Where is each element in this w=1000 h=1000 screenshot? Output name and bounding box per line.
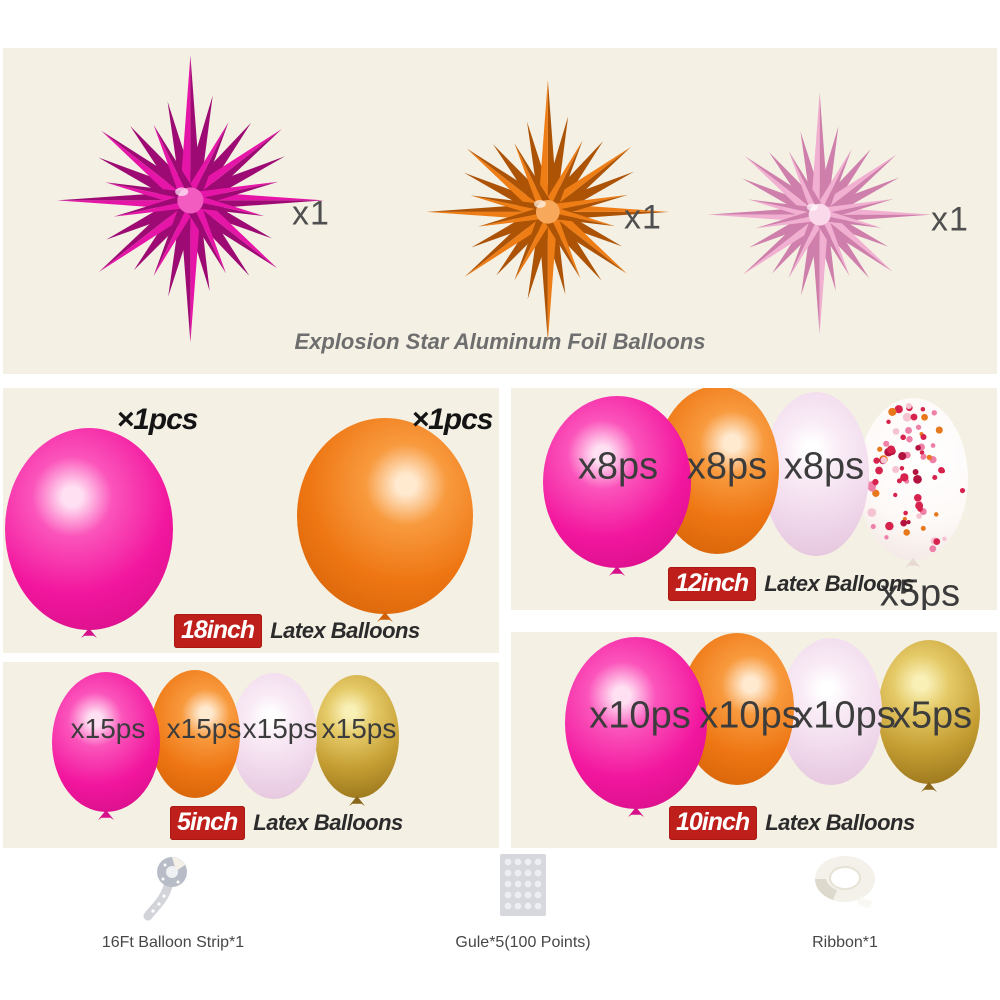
star-qty-label: x1 xyxy=(624,198,662,237)
balloon-qty-label: ×1pcs xyxy=(116,403,199,436)
balloon-qty-label: x8ps xyxy=(577,445,659,488)
size-badge-row: 12inch Latex Balloons xyxy=(668,567,914,601)
balloon-qty-label: x8ps xyxy=(686,445,768,488)
star-qty-label: x1 xyxy=(931,200,969,239)
foil-balloons-panel: Explosion Star Aluminum Foil Balloons x1… xyxy=(3,48,997,374)
balloon-qty-label: x15ps xyxy=(166,713,242,744)
balloon-qty-label: x15ps xyxy=(242,713,318,744)
confetti-balloon xyxy=(858,398,968,568)
size-badge-18inch: 18inch xyxy=(174,614,263,648)
magenta-star-foil-balloon xyxy=(56,55,324,343)
balloon-qty-label: ×1pcs xyxy=(411,403,494,436)
balloon-qty-label: x15ps xyxy=(70,713,146,744)
gold-balloon xyxy=(315,675,399,806)
balloon-qty-label: x10ps xyxy=(699,694,801,737)
pink-star-foil-balloon xyxy=(707,92,933,335)
accessory-ribbon: Ribbon*1 xyxy=(760,852,930,952)
foil-caption: Explosion Star Aluminum Foil Balloons xyxy=(294,329,706,354)
balloon-strip-icon xyxy=(88,852,258,924)
light-pink-balloon xyxy=(780,638,882,785)
size-badge-row: 18inch Latex Balloons xyxy=(174,614,420,648)
size-badge-10inch: 10inch xyxy=(669,806,758,840)
hot-pink-balloon xyxy=(5,428,173,638)
light-pink-balloon xyxy=(231,673,317,799)
ribbon-roll-icon xyxy=(760,852,930,924)
orange-balloon xyxy=(297,418,473,622)
balloon-knot xyxy=(349,796,365,806)
latex-12inch-panel: 12inch Latex Balloons x8ps x8ps x8ps x5ps xyxy=(511,388,997,610)
balloon-qty-label: x10ps xyxy=(794,694,896,737)
accessory-label: 16Ft Balloon Strip*1 xyxy=(101,934,245,951)
accessory-label: Ribbon*1 xyxy=(812,934,878,951)
balloon-knot xyxy=(905,558,921,568)
latex-balloons-label: Latex Balloons xyxy=(270,618,420,643)
latex-5inch-panel: 5inch Latex Balloons x15ps x15ps x15ps x15p… xyxy=(3,662,499,848)
balloon-knot xyxy=(377,612,393,622)
accessory-balloon-strip: 16Ft Balloon Strip*1 xyxy=(88,852,258,952)
size-badge-row: 10inch Latex Balloons xyxy=(669,806,915,840)
hot-pink-balloon xyxy=(52,672,160,820)
balloon-qty-label: x15ps xyxy=(321,713,397,744)
latex-balloons-label: Latex Balloons xyxy=(765,810,915,835)
orange-balloon xyxy=(150,670,240,798)
latex-balloons-label: Latex Balloons xyxy=(253,810,403,835)
latex-balloons-label: Latex Balloons xyxy=(764,571,914,596)
size-badge-12inch: 12inch xyxy=(668,567,757,601)
latex-18inch-panel: 18inch Latex Balloons ×1pcs ×1pcs xyxy=(3,388,499,653)
balloon-knot xyxy=(609,566,625,576)
balloon-qty-label: x10ps xyxy=(589,694,691,737)
balloon-knot xyxy=(81,628,97,638)
balloon-qty-label: x5ps xyxy=(879,572,961,611)
balloon-knot xyxy=(628,807,644,817)
balloon-qty-label: x8ps xyxy=(783,445,865,488)
size-badge-5inch: 5inch xyxy=(170,806,246,840)
glue-dots-icon xyxy=(438,852,608,924)
accessory-label: Gule*5(100 Points) xyxy=(455,934,591,951)
accessory-glue-points: Gule*5(100 Points) xyxy=(438,852,608,952)
gold-balloon xyxy=(878,640,980,792)
star-qty-label: x1 xyxy=(292,194,330,233)
hot-pink-balloon xyxy=(565,637,707,817)
balloon-qty-label: x5ps xyxy=(891,694,973,737)
size-badge-row: 5inch Latex Balloons xyxy=(170,806,403,840)
light-pink-balloon xyxy=(763,392,869,556)
balloon-knot xyxy=(98,810,114,820)
hot-pink-balloon xyxy=(543,396,691,576)
orange-star-foil-balloon xyxy=(426,79,670,342)
latex-10inch-panel: 10inch Latex Balloons x10ps x10ps x10ps x5p… xyxy=(511,632,997,848)
balloon-knot xyxy=(921,782,937,792)
